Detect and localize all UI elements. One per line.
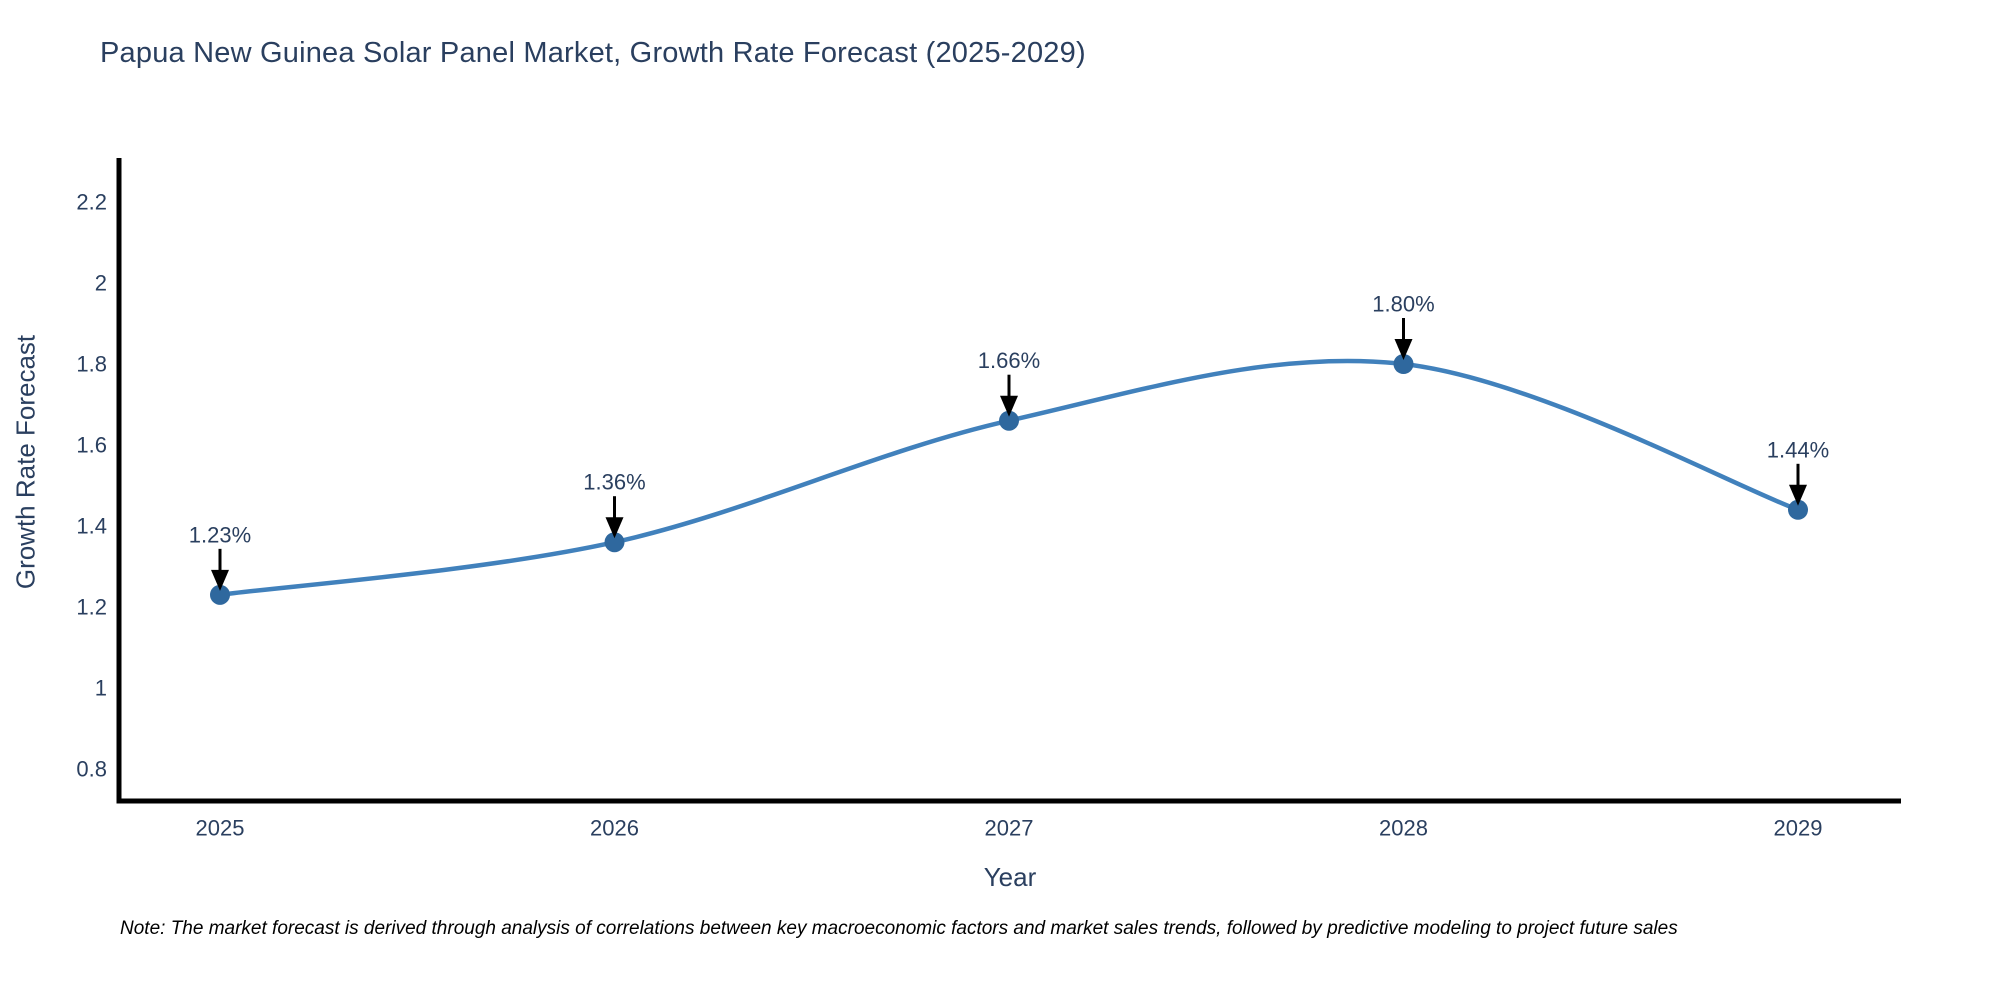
footnote: Note: The market forecast is derived thr…: [120, 918, 1678, 939]
x-tick-label: 2025: [196, 816, 245, 841]
data-point-label: 1.66%: [978, 348, 1040, 373]
y-tick-label: 1.2: [76, 595, 107, 620]
data-point-label: 1.23%: [189, 522, 251, 547]
data-point-marker[interactable]: [604, 532, 625, 553]
y-tick-label: 1.6: [76, 433, 107, 458]
x-tick-label: 2028: [1379, 816, 1428, 841]
annotation-arrow-head: [1789, 484, 1807, 506]
x-axis-title: Year: [983, 862, 1037, 892]
annotation-arrow-head: [1394, 339, 1413, 360]
data-point-marker[interactable]: [210, 584, 230, 605]
data-point-marker[interactable]: [999, 410, 1019, 431]
annotation-arrow-head: [1000, 395, 1018, 417]
data-point-marker[interactable]: [1393, 354, 1414, 374]
data-point-label: 1.80%: [1372, 292, 1434, 317]
data-point-label: 1.36%: [583, 470, 645, 495]
chart-title: Papua New Guinea Solar Panel Market, Gro…: [100, 37, 1086, 69]
data-point-label: 1.44%: [1767, 437, 1829, 462]
annotation-arrow-head: [211, 569, 229, 591]
data-point-marker[interactable]: [1788, 499, 1808, 520]
y-tick-label: 0.8: [76, 757, 107, 782]
y-tick-label: 1: [95, 676, 107, 701]
y-tick-label: 1.4: [76, 514, 107, 539]
x-tick-label: 2026: [590, 816, 639, 841]
x-tick-label: 2027: [985, 816, 1034, 841]
x-tick-label: 2029: [1774, 816, 1823, 841]
y-tick-label: 1.8: [76, 352, 107, 377]
y-tick-label: 2: [95, 271, 107, 296]
y-tick-label: 2.2: [76, 190, 107, 215]
annotation-arrow-head: [605, 517, 624, 539]
